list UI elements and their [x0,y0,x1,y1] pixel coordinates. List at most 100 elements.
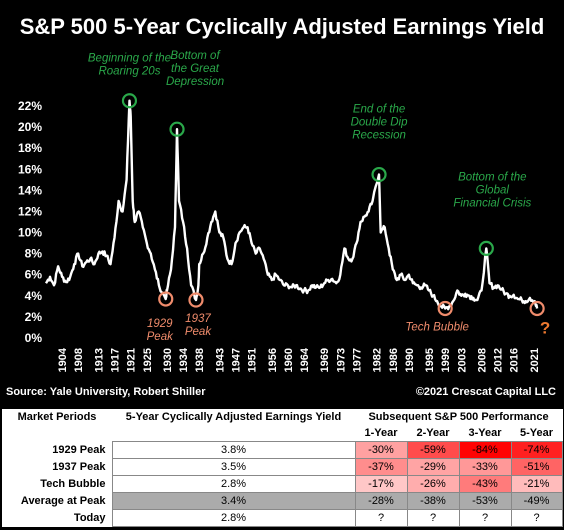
x-tick-label: 1947 [231,348,243,372]
row-perf-3y: -53% [458,492,512,510]
annotation-label: Beginning of the [88,53,171,65]
y-tick-label: 0% [25,331,43,345]
row-yield: 3.8% [111,441,356,459]
x-tick-label: 1956 [267,348,279,372]
marker-peak [158,291,174,307]
row-perf-2y: -59% [406,441,460,459]
x-tick-label: 1977 [351,348,363,372]
row-perf-3y: -43% [458,475,512,493]
annotation-label: the Great [171,63,220,75]
header-3-year: 3-Year [468,427,502,439]
x-tick-label: 1951 [247,348,259,372]
header-market-periods: Market Periods [17,411,97,423]
copyright-credit: ©2021 Crescat Capital LLC [415,386,556,398]
x-tick-label: 1934 [178,347,190,372]
row-perf-5y: -51% [510,458,563,476]
row-perf-2y: -26% [406,475,460,493]
y-tick-label: 20% [18,120,42,134]
y-tick-label: 10% [18,226,42,240]
annotation-label: Peak [185,326,212,338]
annotation-label: Financial Crisis [453,197,531,209]
annotation-label: 1929 [147,318,173,330]
table-row-average: Average at Peak 3.4% -28% -38% -53% -49% [2,492,563,510]
x-tick-label: 1999 [440,348,452,372]
marker-trough [121,93,138,109]
x-tick-label: 1973 [335,348,347,372]
annotation-label: End of the [353,104,405,116]
row-yield: 3.5% [111,458,356,476]
earnings-yield-line [44,99,539,311]
x-tick-label: 2012 [493,348,505,372]
row-yield: 2.8% [111,509,356,527]
header-2-year: 2-Year [416,427,450,439]
x-tick-label: 2003 [456,348,468,372]
header-yield: 5-Year Cyclically Adjusted Earnings Yiel… [125,411,342,423]
marker-trough [169,121,185,137]
x-tick-label: 1913 [93,348,105,372]
marker-trough [371,166,387,183]
annotation-label: Recession [352,130,406,142]
annotation-label: Tech Bubble [405,321,469,333]
x-tick-label: 1904 [57,347,69,372]
y-tick-label: 16% [18,162,42,176]
x-tick-label: 2016 [509,348,521,372]
table-subheader-row: 1-Year 2-Year 3-Year 5-Year [2,425,562,442]
row-label: Average at Peak [20,495,106,507]
x-tick-label: 1921 [126,348,138,372]
marker-peak [188,292,204,308]
x-tick-label: 2008 [476,348,488,372]
table-header-row: Market Periods 5-Year Cyclically Adjuste… [2,409,562,425]
x-tick-label: 1943 [214,348,226,372]
annotation-label: Peak [147,331,174,343]
y-tick-label: 12% [18,204,42,218]
y-tick-label: 4% [25,289,43,303]
marker-today [529,300,545,317]
annotation-question: ? [540,318,550,337]
row-perf-2y: -29% [406,458,460,476]
x-tick-label: 2021 [529,348,541,372]
marker-peak [437,300,453,317]
table-row: 1929 Peak 3.8% -30% -59% -84% -74% [2,441,563,459]
y-tick-label: 8% [25,247,43,261]
x-tick-label: 1930 [162,348,174,372]
row-perf-3y: ? [458,509,512,527]
y-tick-label: 22% [18,99,42,113]
annotation-label: Depression [166,76,224,88]
header-1-year: 1-Year [364,427,398,439]
annotation-label: 1937 [185,313,211,325]
row-perf-1y: -17% [354,475,408,493]
annotation-label: Roaring 20s [98,66,160,78]
y-tick-label: 18% [18,141,42,155]
x-tick-label: 1969 [319,348,331,372]
row-label: 1937 Peak [52,461,106,473]
row-perf-2y: -38% [406,492,460,510]
table-row-today: Today 2.8% ? ? ? ? [2,509,563,527]
y-tick-label: 2% [25,310,43,324]
x-tick-label: 1925 [142,348,154,372]
annotation-label: Bottom of [170,50,221,62]
row-yield: 2.8% [111,475,356,493]
chart-title: S&P 500 5-Year Cyclically Adjusted Earni… [19,14,545,39]
x-tick-label: 1917 [110,348,122,372]
x-tick-label: 1986 [388,348,400,372]
y-tick-label: 6% [25,268,43,282]
x-tick-label: 1908 [73,348,85,372]
annotation-label: Double Dip [351,117,408,129]
row-label: Tech Bubble [40,478,106,490]
row-perf-5y: -74% [510,441,563,459]
row-perf-5y: -21% [510,475,563,493]
table-row: 1937 Peak 3.5% -37% -29% -33% -51% [2,458,563,476]
x-tick-label: 1982 [372,348,384,372]
x-tick-label: 1990 [404,348,416,372]
header-subsequent-performance: Subsequent S&P 500 Performance [368,411,549,423]
row-perf-1y: -30% [354,441,408,459]
source-credit: Source: Yale University, Robert Shiller [6,386,206,398]
row-label: Today [73,512,106,524]
header-5-year: 5-Year [520,427,554,439]
x-tick-label: 1938 [194,348,206,372]
row-perf-2y: ? [406,509,460,527]
annotation-label: Bottom of the [458,171,526,183]
performance-table: Market Periods 5-Year Cyclically Adjuste… [2,409,563,527]
row-perf-1y: -28% [354,492,408,510]
row-label: 1929 Peak [52,444,106,456]
